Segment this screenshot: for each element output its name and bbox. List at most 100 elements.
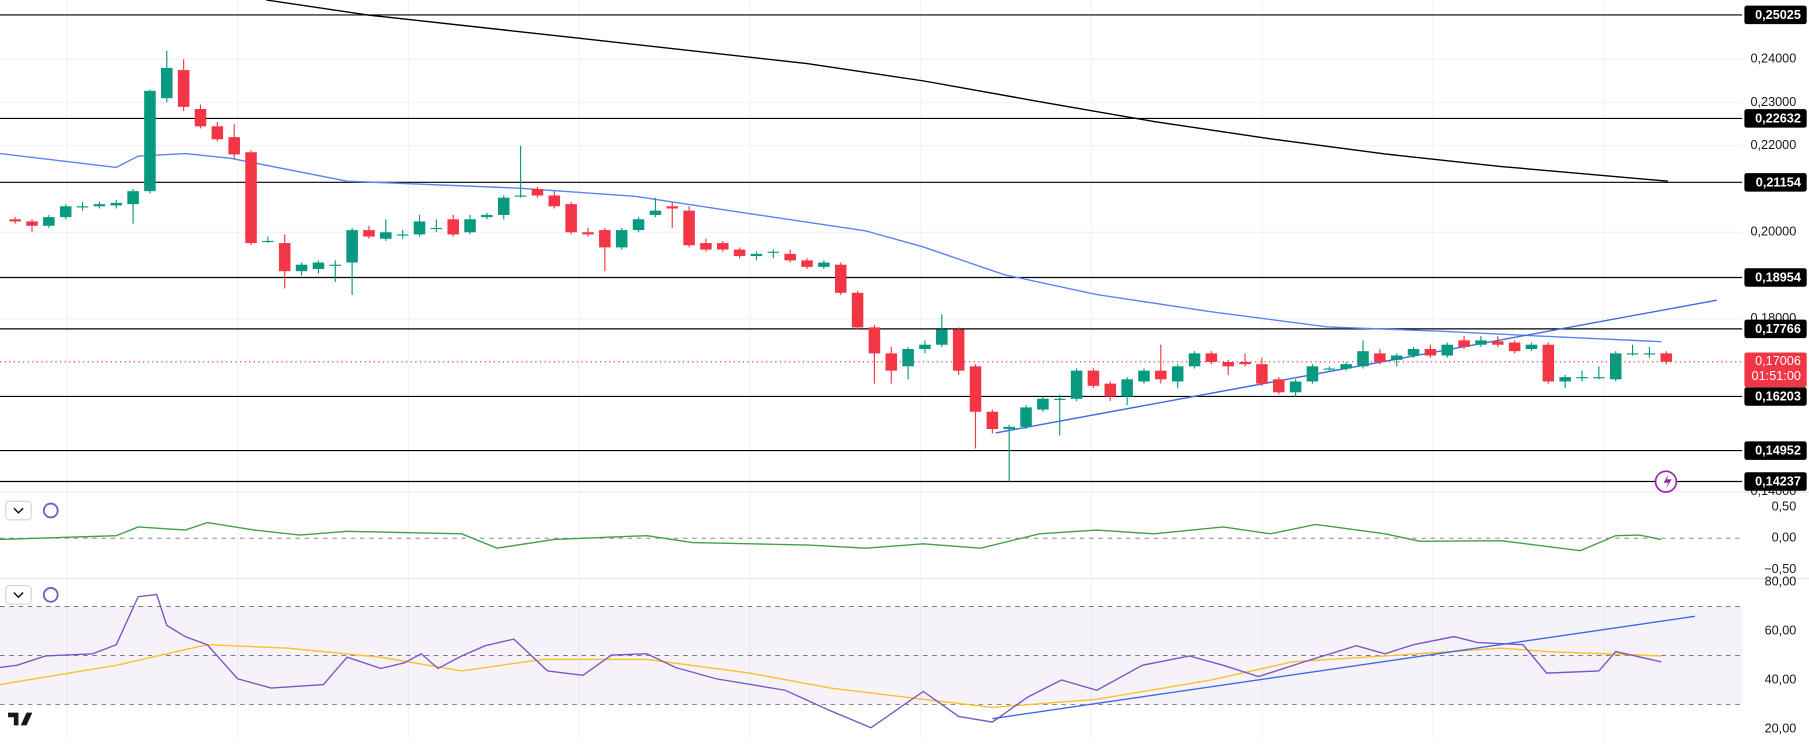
refresh-icon[interactable] xyxy=(42,586,59,603)
candle-body xyxy=(1458,340,1470,347)
candle-body xyxy=(228,137,240,155)
chevron-icon xyxy=(13,592,24,599)
level-label: 0,25025 xyxy=(1755,8,1801,22)
candle-body xyxy=(194,108,207,127)
candle-body xyxy=(413,221,426,235)
level-tag xyxy=(1744,5,1807,25)
candle-body xyxy=(1003,426,1015,430)
candle-body xyxy=(312,262,325,270)
candle-body xyxy=(666,206,679,209)
candle-body xyxy=(1171,366,1184,382)
level-tag xyxy=(1744,173,1807,192)
candle-body xyxy=(818,262,830,267)
candle-body xyxy=(1239,362,1251,365)
candle-body xyxy=(43,217,55,226)
candle-body xyxy=(278,243,291,272)
candle-body xyxy=(649,210,662,215)
chevron-icon xyxy=(13,507,24,514)
candle-body xyxy=(177,70,190,107)
level-label: 0,14952 xyxy=(1755,444,1801,458)
candle-body xyxy=(245,152,257,244)
candle-body xyxy=(1138,370,1150,382)
candle-body xyxy=(986,411,999,430)
candle-body xyxy=(380,232,392,239)
candle-body xyxy=(1643,353,1656,355)
candle-body xyxy=(1593,377,1605,379)
candle-body xyxy=(262,240,274,243)
level-label: 0,16203 xyxy=(1755,389,1801,403)
candle-body xyxy=(161,67,173,99)
candle-body xyxy=(1492,341,1504,345)
candle-body xyxy=(1424,349,1437,356)
y-tick-label: 0,22000 xyxy=(1750,138,1796,152)
candle-body xyxy=(784,253,796,261)
refresh-icon[interactable] xyxy=(42,502,59,519)
line-series xyxy=(0,644,1662,709)
logo xyxy=(8,712,33,726)
candle-body xyxy=(868,327,881,354)
collapse-button[interactable] xyxy=(5,500,32,521)
y-tick-label: 0,00 xyxy=(1772,531,1797,545)
candle-body xyxy=(919,344,931,350)
pane-controls[interactable] xyxy=(5,500,59,605)
candle-body xyxy=(76,206,89,208)
candle-body xyxy=(1559,377,1571,382)
candle-body xyxy=(1272,379,1285,393)
candle-body xyxy=(936,329,948,345)
y-tick-label: 0,24000 xyxy=(1750,52,1796,66)
candle-body xyxy=(1542,344,1555,382)
candle-body xyxy=(1508,342,1521,352)
lightning-icon xyxy=(1663,474,1672,489)
candle-body xyxy=(211,126,224,140)
level-tag xyxy=(1744,109,1807,128)
level-label: 0,14237 xyxy=(1755,474,1801,488)
candle-body xyxy=(1441,344,1454,356)
candle-body xyxy=(615,230,628,248)
level-label: 0,18954 xyxy=(1755,270,1801,284)
candle-body xyxy=(447,219,459,235)
candle-body xyxy=(1660,353,1673,362)
candle-body xyxy=(1289,381,1302,393)
candle-body xyxy=(851,292,864,328)
candle-body xyxy=(582,232,594,235)
candle-body xyxy=(9,219,21,222)
y-tick-label: 80,00 xyxy=(1765,574,1797,588)
candle-body xyxy=(599,230,611,248)
line-series xyxy=(0,593,1662,729)
candle-body xyxy=(700,243,712,250)
level-label: 0,17766 xyxy=(1755,322,1801,336)
candle-body xyxy=(531,189,544,196)
collapse-button[interactable] xyxy=(5,585,32,605)
candle-body xyxy=(733,249,746,257)
candle-body xyxy=(1121,379,1133,397)
candle-body xyxy=(717,243,729,250)
candle-body xyxy=(1205,353,1218,363)
candle-body xyxy=(1070,370,1083,399)
candle-body xyxy=(1340,364,1352,369)
candle-body xyxy=(683,210,695,246)
candle-body xyxy=(1256,364,1268,384)
candle-body xyxy=(1407,349,1420,356)
candle-body xyxy=(1626,353,1639,355)
candle-body xyxy=(1087,370,1100,386)
candle-body xyxy=(481,214,493,218)
candle-body xyxy=(127,191,139,205)
candle-body xyxy=(1609,353,1622,380)
candle-body xyxy=(1525,344,1538,350)
candle-body xyxy=(548,195,561,207)
line-series xyxy=(266,0,1669,182)
y-tick-label: 20,00 xyxy=(1765,721,1797,735)
candle-body xyxy=(1306,366,1319,382)
candle-body xyxy=(1104,383,1117,397)
y-tick-label: 0,23000 xyxy=(1750,95,1796,109)
candle-body xyxy=(346,230,358,263)
level-label: 0,21154 xyxy=(1756,175,1801,189)
y-tick-label: 0,50 xyxy=(1772,499,1797,513)
candle-body xyxy=(514,195,527,197)
candle-body xyxy=(767,251,780,253)
candle-body xyxy=(1188,353,1201,367)
candle-body xyxy=(26,221,38,226)
candle-body xyxy=(1037,398,1049,410)
